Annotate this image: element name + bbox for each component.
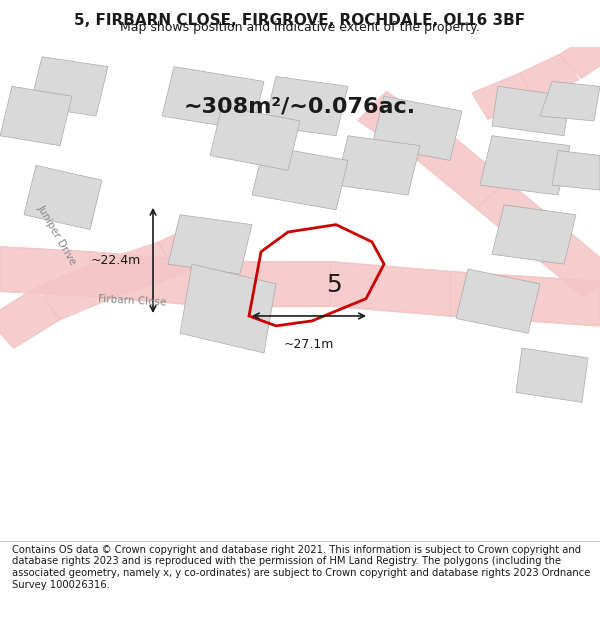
Polygon shape <box>157 223 221 276</box>
Polygon shape <box>30 57 108 116</box>
Polygon shape <box>492 205 576 264</box>
Polygon shape <box>252 146 348 210</box>
Polygon shape <box>210 106 300 170</box>
Polygon shape <box>552 151 600 190</box>
Text: Map shows position and indicative extent of the property.: Map shows position and indicative extent… <box>120 21 480 34</box>
Polygon shape <box>330 262 450 316</box>
Text: ~27.1m: ~27.1m <box>284 338 334 351</box>
Polygon shape <box>0 86 72 146</box>
Polygon shape <box>516 348 588 403</box>
Polygon shape <box>90 252 210 306</box>
Polygon shape <box>536 231 600 297</box>
Polygon shape <box>180 264 276 353</box>
Polygon shape <box>480 136 570 195</box>
Polygon shape <box>559 35 600 78</box>
Polygon shape <box>416 132 508 208</box>
Polygon shape <box>372 96 462 161</box>
Polygon shape <box>450 271 600 326</box>
Polygon shape <box>24 166 102 229</box>
Polygon shape <box>100 242 176 296</box>
Polygon shape <box>358 91 446 160</box>
Text: 5: 5 <box>326 273 342 297</box>
Polygon shape <box>540 81 600 121</box>
Polygon shape <box>492 86 570 136</box>
Text: Juniper Drive: Juniper Drive <box>36 202 78 266</box>
Polygon shape <box>38 262 118 321</box>
Text: ~308m²/~0.076ac.: ~308m²/~0.076ac. <box>184 96 416 116</box>
Polygon shape <box>0 289 62 348</box>
Polygon shape <box>456 269 540 333</box>
Polygon shape <box>472 73 536 119</box>
Polygon shape <box>264 76 348 136</box>
Text: Firbarn Close: Firbarn Close <box>98 294 166 308</box>
Polygon shape <box>162 67 264 131</box>
Text: 5, FIRBARN CLOSE, FIRGROVE, ROCHDALE, OL16 3BF: 5, FIRBARN CLOSE, FIRGROVE, ROCHDALE, OL… <box>74 13 526 28</box>
Text: Contains OS data © Crown copyright and database right 2021. This information is : Contains OS data © Crown copyright and d… <box>12 545 590 589</box>
Polygon shape <box>210 262 330 306</box>
Polygon shape <box>476 182 568 258</box>
Polygon shape <box>168 215 252 274</box>
Polygon shape <box>519 54 579 99</box>
Polygon shape <box>336 136 420 195</box>
Polygon shape <box>0 247 90 296</box>
Text: ~22.4m: ~22.4m <box>91 254 141 267</box>
